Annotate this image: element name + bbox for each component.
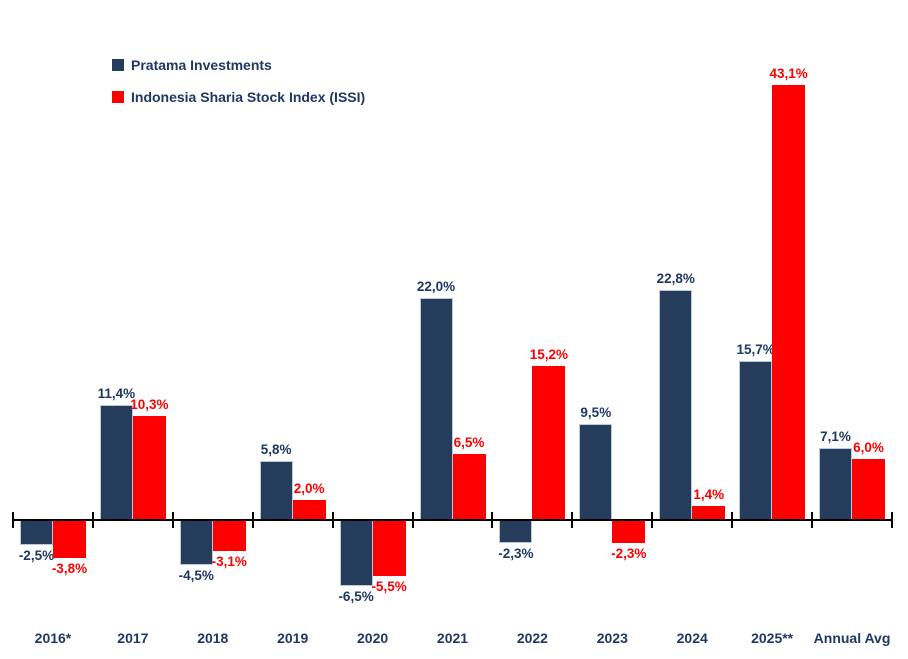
x-axis-label-2018: 2018 xyxy=(197,630,229,646)
value-label-pratama-2020: -6,5% xyxy=(338,588,374,604)
bar-issi-2018 xyxy=(212,520,246,552)
bar-issi-2017 xyxy=(132,415,166,520)
x-axis-label-2023: 2023 xyxy=(596,630,628,646)
bar-issi-2024 xyxy=(692,505,726,520)
value-label-issi-2019: 2,0% xyxy=(293,480,325,496)
x-axis-tick xyxy=(12,512,14,528)
x-axis-tick xyxy=(91,512,94,528)
legend-item-issi: Indonesia Sharia Stock Index (ISSI) xyxy=(112,89,366,105)
value-label-pratama-2019: 5,8% xyxy=(260,442,292,458)
value-label-pratama-2024: 22,8% xyxy=(656,270,695,286)
bar-issi-2023 xyxy=(612,520,646,544)
x-axis-label-2024: 2024 xyxy=(676,630,708,646)
value-label-issi-2020: -5,5% xyxy=(371,578,407,594)
value-label-issi-2025**: 43,1% xyxy=(769,65,808,81)
bar-pratama-2022 xyxy=(499,520,533,544)
x-axis-label-2020: 2020 xyxy=(357,630,389,646)
value-label-issi-2016*: -3,8% xyxy=(51,561,88,577)
x-axis-label-Annual Avg: Annual Avg xyxy=(813,630,891,646)
bar-pratama-2016* xyxy=(19,520,53,546)
bar-pratama-2021 xyxy=(419,297,453,520)
bar-pratama-2025** xyxy=(739,361,773,520)
legend-swatch-issi xyxy=(112,91,124,103)
bar-pratama-Annual Avg xyxy=(819,448,853,520)
x-axis-tick xyxy=(251,512,254,528)
bar-issi-2025** xyxy=(772,84,806,520)
value-label-pratama-2016*: -2,5% xyxy=(18,548,55,564)
value-label-pratama-Annual Avg: 7,1% xyxy=(820,429,851,445)
bar-issi-2021 xyxy=(452,454,486,520)
bar-pratama-2020 xyxy=(339,520,373,586)
value-label-issi-2018: -3,1% xyxy=(211,554,247,570)
value-label-issi-2023: -2,3% xyxy=(611,546,647,562)
bar-issi-2020 xyxy=(372,520,406,576)
legend-swatch-pratama xyxy=(112,59,124,71)
x-axis-tick xyxy=(651,512,654,528)
x-axis-label-2025**: 2025** xyxy=(751,630,794,646)
x-axis-tick xyxy=(891,512,893,528)
legend-item-pratama: Pratama Investments xyxy=(112,57,365,73)
x-axis-tick xyxy=(411,512,414,528)
x-axis-label-2016*: 2016* xyxy=(34,630,72,646)
bar-pratama-2024 xyxy=(659,289,693,520)
bar-pratama-2017 xyxy=(99,404,133,520)
bar-pratama-2023 xyxy=(579,424,613,520)
value-label-issi-2021: 6,5% xyxy=(453,435,485,451)
legend-label-issi: Indonesia Sharia Stock Index (ISSI) xyxy=(131,89,366,105)
value-label-pratama-2018: -4,5% xyxy=(178,568,214,584)
value-label-issi-Annual Avg: 6,0% xyxy=(853,440,884,456)
bar-issi-2022 xyxy=(532,366,566,520)
x-axis-tick xyxy=(491,512,494,528)
bar-pratama-2018 xyxy=(179,520,213,566)
value-label-pratama-2025**: 15,7% xyxy=(736,342,775,358)
value-label-pratama-2017: 11,4% xyxy=(97,385,136,401)
value-label-pratama-2022: -2,3% xyxy=(498,546,534,562)
x-axis-tick xyxy=(811,512,814,528)
x-axis-tick xyxy=(571,512,574,528)
x-axis-label-2019: 2019 xyxy=(277,630,309,646)
legend-label-pratama: Pratama Investments xyxy=(131,57,272,73)
bar-issi-2019 xyxy=(292,499,326,520)
bar-issi-2016* xyxy=(52,520,86,559)
x-axis-line xyxy=(12,519,893,521)
value-label-issi-2024: 1,4% xyxy=(693,486,725,502)
x-axis-tick xyxy=(171,512,174,528)
x-axis-tick xyxy=(731,512,734,528)
value-label-issi-2017: 10,3% xyxy=(130,396,169,412)
bar-issi-Annual Avg xyxy=(852,459,886,520)
value-label-issi-2022: 15,2% xyxy=(529,347,569,363)
value-label-pratama-2023: 9,5% xyxy=(580,405,612,421)
x-axis-label-2017: 2017 xyxy=(117,630,149,646)
x-axis-label-2021: 2021 xyxy=(436,630,469,646)
legend: Pratama Investments Indonesia Sharia Sto… xyxy=(112,57,366,122)
value-label-pratama-2021: 22,0% xyxy=(416,278,456,294)
x-axis-tick xyxy=(331,512,334,528)
x-axis-label-2022: 2022 xyxy=(516,630,548,646)
